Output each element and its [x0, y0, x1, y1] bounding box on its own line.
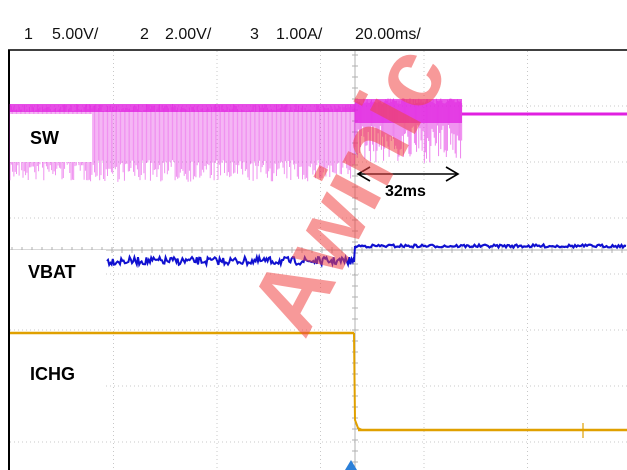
ch1-number: 1	[24, 26, 33, 43]
ch2-scale: 2.00V/	[165, 26, 212, 43]
duration-arrow	[356, 166, 460, 182]
vbat-step-edge	[353, 245, 356, 263]
sw-label-box	[10, 114, 92, 162]
vbat-before-step	[106, 253, 355, 269]
duration-label: 32ms	[385, 183, 426, 200]
ichg-waveform	[10, 331, 627, 438]
ch3-scale: 1.00A/	[276, 26, 323, 43]
ch3-number: 3	[250, 26, 259, 43]
sw-burst-sparse-core	[355, 99, 462, 123]
sw-channel-label: SW	[30, 128, 59, 148]
ch1-scale: 5.00V/	[52, 26, 99, 43]
vbat-label-box	[10, 250, 106, 294]
trigger-position-marker	[345, 460, 357, 470]
scale-readout-bar: 1 5.00V/ 2 2.00V/ 3 1.00A/ 20.00ms/	[0, 0, 627, 50]
sw-burst-core	[10, 104, 355, 112]
ichg-label-box	[10, 342, 106, 404]
vbat-waveform	[106, 242, 627, 269]
timebase-readout: 20.00ms/	[355, 26, 421, 43]
sw-waveform	[9, 98, 627, 182]
ichg-channel-label: ICHG	[30, 364, 75, 384]
vbat-channel-label: VBAT	[28, 262, 76, 282]
vbat-after-step	[354, 242, 627, 250]
duration-label-box	[360, 182, 458, 208]
ch2-number: 2	[140, 26, 149, 43]
